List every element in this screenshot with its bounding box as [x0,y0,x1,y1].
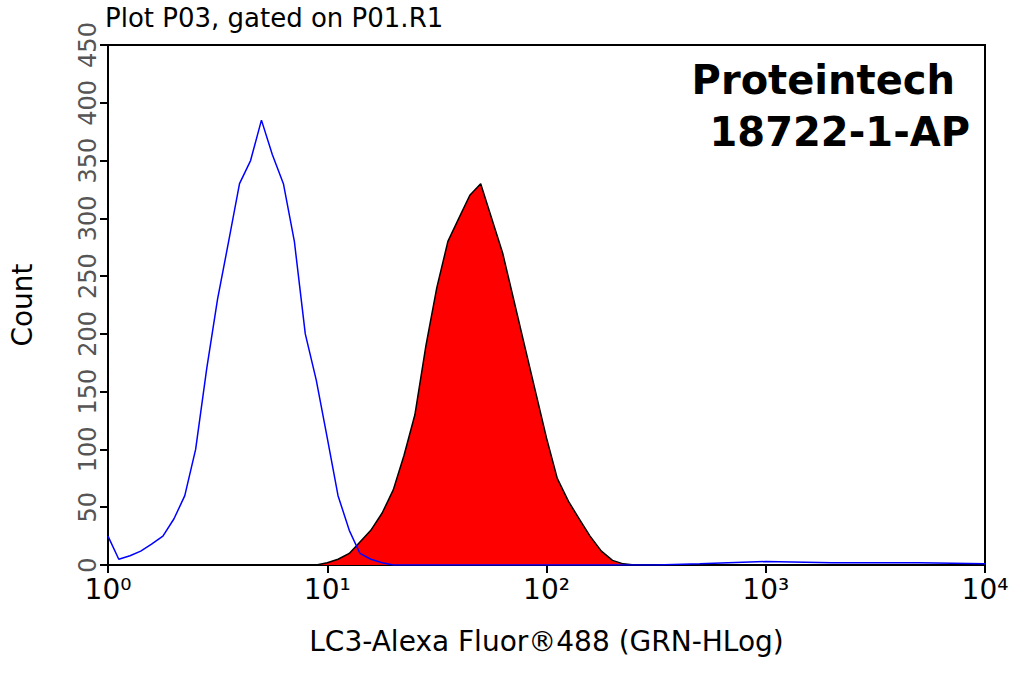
svg-text:450: 450 [74,22,102,68]
svg-text:10⁰: 10⁰ [85,573,132,606]
svg-text:250: 250 [74,253,102,299]
svg-text:Proteintech: Proteintech [692,57,955,103]
svg-text:18722-1-AP: 18722-1-AP [710,109,970,155]
svg-text:10⁴: 10⁴ [962,573,1009,606]
svg-text:LC3-Alexa Fluor®488 (GRN-HLog): LC3-Alexa Fluor®488 (GRN-HLog) [309,625,783,658]
svg-text:10¹: 10¹ [304,573,351,606]
svg-text:10²: 10² [523,573,570,606]
svg-text:150: 150 [74,369,102,415]
svg-text:100: 100 [74,427,102,473]
svg-text:400: 400 [74,80,102,126]
svg-text:Count: Count [6,263,39,346]
svg-text:300: 300 [74,195,102,241]
svg-text:50: 50 [74,492,102,523]
svg-text:350: 350 [74,138,102,184]
svg-text:Plot P03, gated on P01.R1: Plot P03, gated on P01.R1 [105,3,443,33]
svg-text:200: 200 [74,311,102,357]
svg-text:10³: 10³ [742,573,789,606]
svg-text:0: 0 [74,557,102,572]
